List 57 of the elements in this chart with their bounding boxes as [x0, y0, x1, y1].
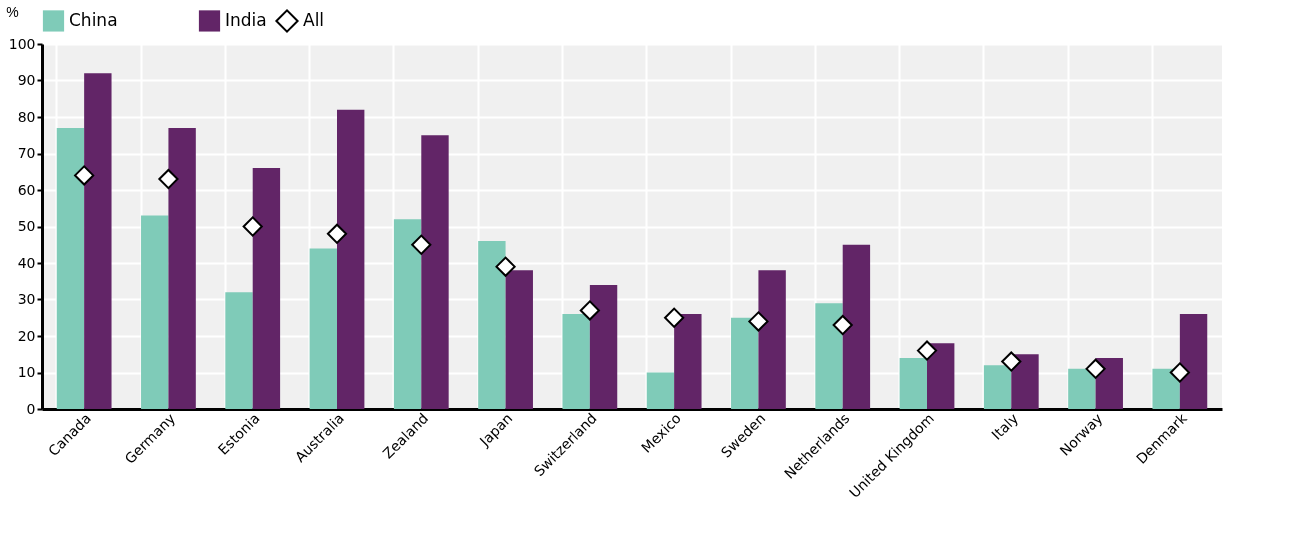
bar: [1068, 368, 1096, 409]
bar: [899, 357, 927, 409]
bar: [225, 292, 253, 409]
bar: [141, 215, 169, 409]
bar: [646, 372, 675, 409]
y-tick-label: 20: [17, 327, 36, 344]
y-axis-title: %: [6, 3, 19, 20]
legend-label: India: [225, 9, 267, 30]
point: [1085, 358, 1106, 379]
bar: [393, 219, 422, 409]
point: [664, 307, 685, 328]
bar: [1095, 357, 1123, 409]
point: [832, 314, 853, 336]
y-tick-label: 40: [17, 254, 36, 271]
bar: [421, 135, 449, 409]
y-tick-label: 80: [17, 108, 36, 125]
bar: [562, 314, 590, 409]
point: [158, 168, 179, 190]
bar: [927, 343, 955, 409]
bar: [758, 270, 786, 409]
point: [1001, 351, 1022, 372]
bar: [56, 127, 85, 409]
point: [495, 256, 516, 277]
y-tick-label: 90: [17, 72, 36, 88]
bar: [309, 248, 337, 409]
point: [326, 223, 348, 244]
bar: [674, 314, 702, 409]
bar: [337, 109, 365, 409]
point: [411, 234, 432, 255]
bar: [1011, 354, 1039, 409]
bar: [168, 127, 196, 409]
y-tick-label: 50: [17, 218, 36, 234]
bar: [589, 284, 618, 409]
y-tick-label: 100: [8, 35, 36, 52]
y-tick-label: 60: [17, 181, 36, 198]
y-tick-label: 10: [17, 364, 36, 380]
bar: [1179, 314, 1208, 409]
point: [579, 300, 600, 321]
bar: [84, 73, 112, 409]
y-tick-label: 30: [17, 291, 36, 307]
bar: [505, 270, 533, 409]
point: [74, 165, 95, 186]
point: [242, 216, 263, 237]
point: [748, 311, 769, 332]
bar: [983, 365, 1012, 409]
legend-label: China: [69, 9, 118, 30]
bar: [731, 317, 759, 409]
bar: [842, 244, 871, 409]
y-tick-label: 0: [26, 400, 36, 417]
bar: [1152, 368, 1180, 409]
point: [1169, 362, 1190, 383]
bar: [252, 168, 281, 409]
bar: [478, 241, 506, 409]
legend-label: All: [303, 10, 325, 30]
bar: [815, 303, 843, 409]
y-tick-label: 70: [17, 145, 36, 161]
point: [916, 340, 938, 361]
